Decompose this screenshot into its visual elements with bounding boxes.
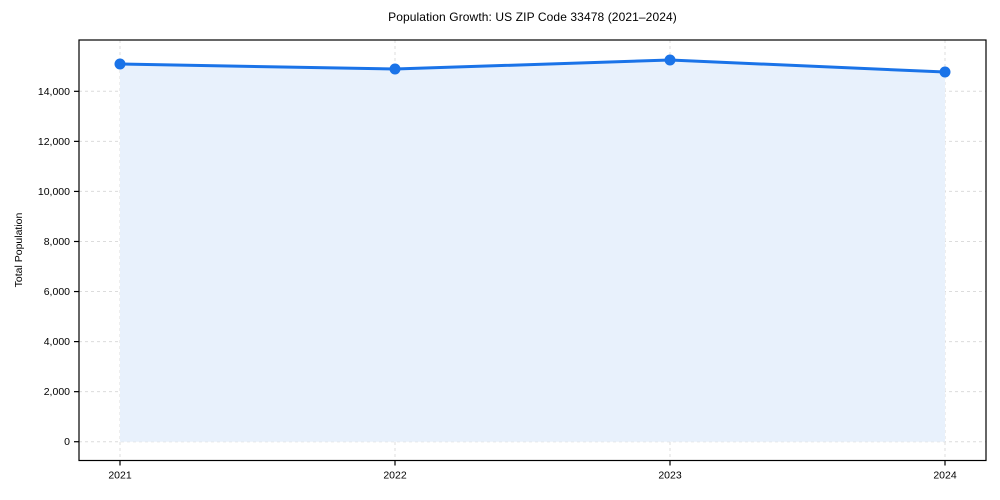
data-point bbox=[939, 66, 951, 78]
x-tick-label: 2024 bbox=[933, 470, 957, 482]
y-tick-label: 2,000 bbox=[44, 386, 70, 398]
x-tick-label: 2021 bbox=[108, 470, 132, 482]
data-point bbox=[664, 54, 676, 66]
y-tick-label: 10,000 bbox=[38, 186, 70, 198]
chart-title: Population Growth: US ZIP Code 33478 (20… bbox=[388, 10, 677, 24]
plot-border bbox=[78, 39, 987, 462]
y-tick-label: 12,000 bbox=[38, 136, 70, 148]
area-fill bbox=[120, 60, 945, 442]
y-tick-label: 0 bbox=[64, 436, 70, 448]
y-tick-label: 4,000 bbox=[44, 336, 70, 348]
x-tick-label: 2023 bbox=[658, 470, 682, 482]
x-tick-label: 2022 bbox=[383, 470, 407, 482]
population-line-series bbox=[118, 58, 947, 74]
data-point bbox=[389, 63, 401, 75]
y-tick-label: 14,000 bbox=[38, 86, 70, 98]
y-tick-label: 6,000 bbox=[44, 286, 70, 298]
y-tick-label: 8,000 bbox=[44, 236, 70, 248]
data-point bbox=[114, 58, 126, 70]
